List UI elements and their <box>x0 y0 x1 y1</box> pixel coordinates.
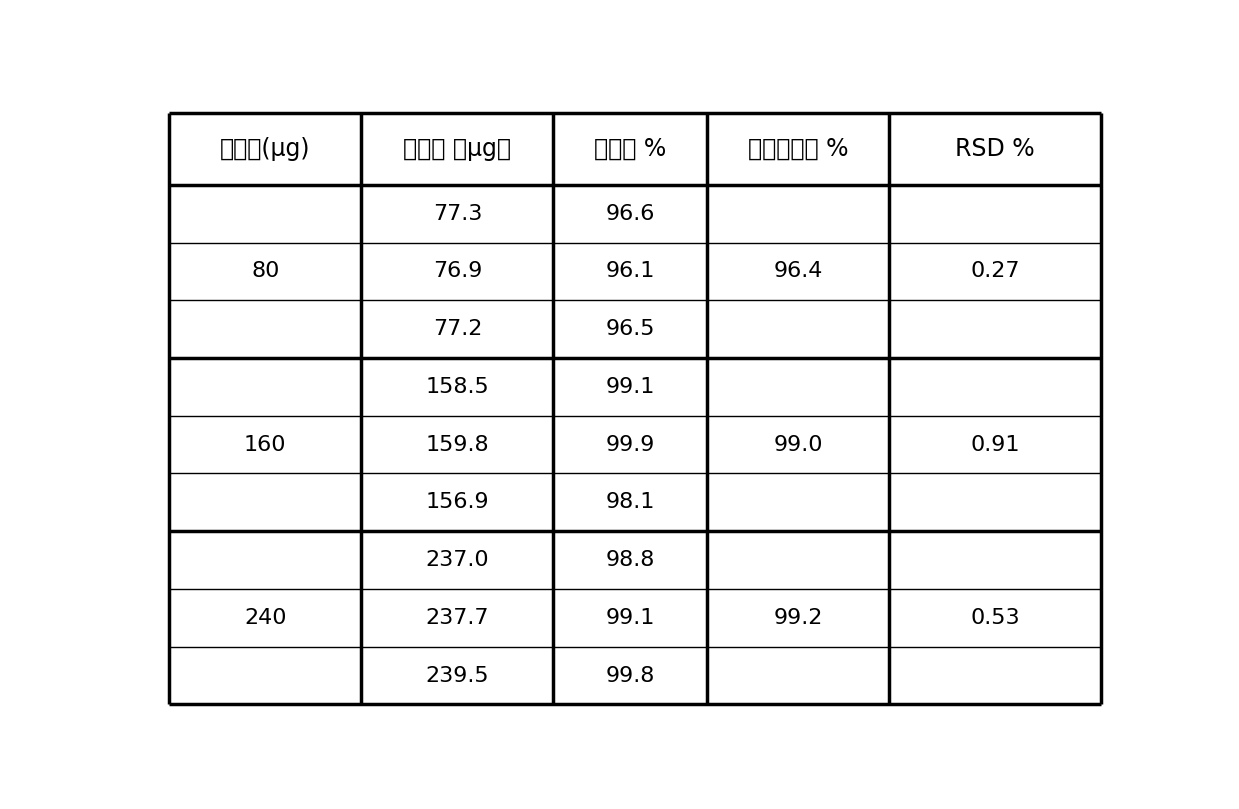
Text: 96.1: 96.1 <box>606 261 655 282</box>
Text: 239.5: 239.5 <box>425 666 489 685</box>
Text: 99.2: 99.2 <box>773 608 823 628</box>
Text: 96.5: 96.5 <box>606 320 655 339</box>
Text: 96.4: 96.4 <box>773 261 823 282</box>
Text: 237.7: 237.7 <box>425 608 489 628</box>
Text: RSD %: RSD % <box>955 137 1035 161</box>
Text: 99.8: 99.8 <box>606 666 655 685</box>
Text: 80: 80 <box>252 261 280 282</box>
Text: 160: 160 <box>244 434 286 455</box>
Text: 237.0: 237.0 <box>425 550 489 570</box>
Text: 99.1: 99.1 <box>606 608 655 628</box>
Text: 240: 240 <box>244 608 286 628</box>
Text: 98.8: 98.8 <box>606 550 655 570</box>
Text: 158.5: 158.5 <box>425 377 489 397</box>
Text: 0.27: 0.27 <box>970 261 1020 282</box>
Text: 平均回收率 %: 平均回收率 % <box>748 137 849 161</box>
Text: 99.9: 99.9 <box>606 434 655 455</box>
Text: 159.8: 159.8 <box>425 434 489 455</box>
Text: 0.91: 0.91 <box>970 434 1020 455</box>
Text: 99.0: 99.0 <box>773 434 823 455</box>
Text: 99.1: 99.1 <box>606 377 655 397</box>
Text: 98.1: 98.1 <box>606 493 655 512</box>
Text: 加标量(μg): 加标量(μg) <box>221 137 311 161</box>
Text: 回收率 %: 回收率 % <box>593 137 667 161</box>
Text: 回收量 （μg）: 回收量 （μg） <box>404 137 512 161</box>
Text: 0.53: 0.53 <box>970 608 1020 628</box>
Text: 96.6: 96.6 <box>606 204 655 224</box>
Text: 77.2: 77.2 <box>432 320 482 339</box>
Text: 156.9: 156.9 <box>425 493 489 512</box>
Text: 77.3: 77.3 <box>432 204 482 224</box>
Text: 76.9: 76.9 <box>432 261 482 282</box>
